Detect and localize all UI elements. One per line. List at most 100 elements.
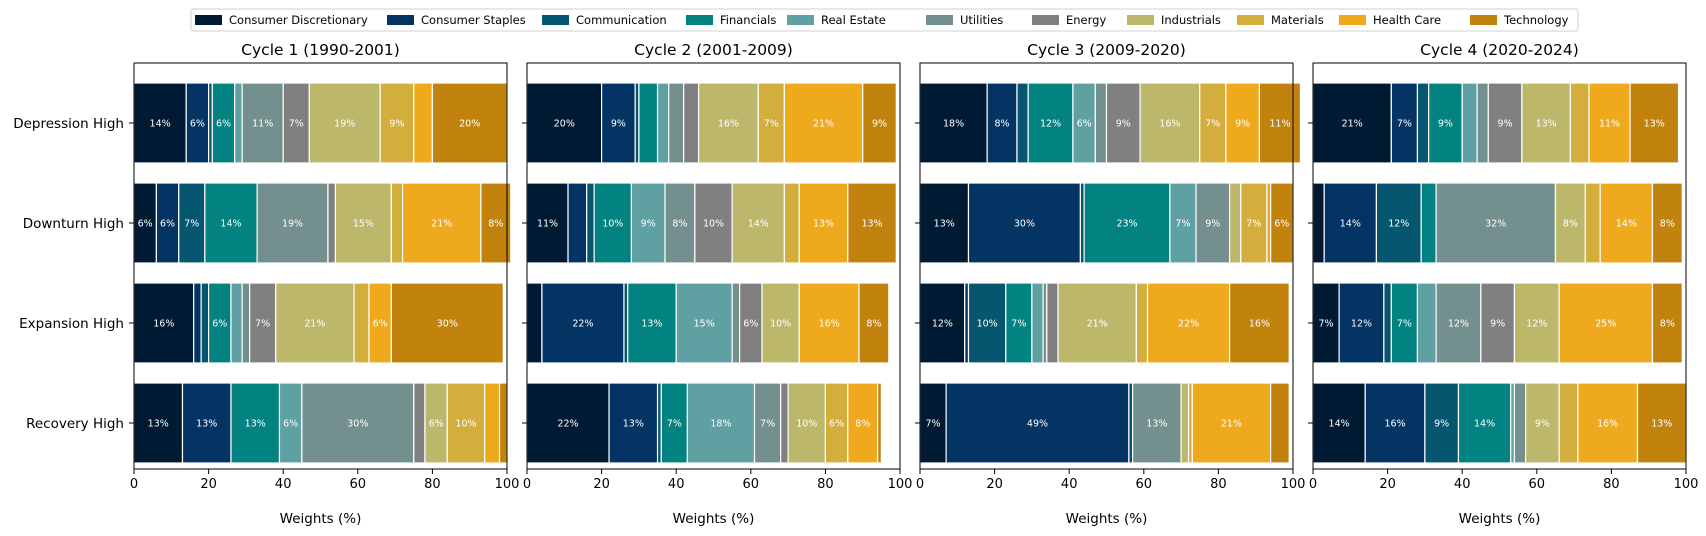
panel-title: Cycle 2 (2001-2009) [634,41,793,59]
data-label: 13% [148,419,169,430]
data-label: 49% [1027,419,1048,430]
data-label: 9% [611,119,626,130]
data-label: 9% [1438,119,1453,130]
bar-segment-consumer-discretionary [133,282,195,364]
data-label: 7% [289,119,304,130]
data-label: 23% [1116,219,1137,230]
bar-segment-consumer-staples [567,182,588,264]
bar-segment-utilities [301,382,415,464]
x-tick-label: 20 [593,477,610,492]
x-tick-label: 80 [817,477,834,492]
data-label: 18% [943,119,964,130]
bar-segment-industrials [1554,182,1586,264]
data-label: 15% [353,219,374,230]
legend: Consumer Discretionary Consumer Staples Co… [190,8,1579,32]
legend-item-financials: Financials [686,13,776,27]
data-label: 16% [1597,419,1618,430]
panel-1: Cycle 1 (1990-2001) 14% 6% 6% 11% 7% 19% 9% 20% 6… [13,41,519,527]
bar-segment-health-care [1558,282,1654,364]
data-label: 6% [216,119,231,130]
data-label: 21% [1342,119,1363,130]
bar-segment-financials [1390,282,1419,364]
legend-item-materials: Materials [1237,13,1324,27]
bar-segment-utilities [241,82,284,164]
data-label: 11% [252,119,273,130]
bar-row-recovery-high: 13% 13% 13% 6% 30% 6% 10% [133,382,508,464]
data-label: 7% [1205,119,1220,130]
data-label: 8% [855,419,870,430]
data-label: 7% [764,119,779,130]
bar-segment-consumer-staples [1364,382,1426,464]
bar-segment-health-care [1577,382,1639,464]
bar-segment-utilities [753,382,782,464]
bar-segment-real-estate [656,82,670,164]
x-tick-label: 0 [523,477,531,492]
legend-label: Technology [1503,13,1569,27]
data-label: 9% [1535,419,1550,430]
bar-segment-energy [1046,282,1059,364]
legend-swatch [1237,15,1264,25]
bar-segment-financials [1083,182,1171,264]
data-label: 6% [429,419,444,430]
legend-item-utilities: Utilities [926,13,1003,27]
data-label: 20% [459,119,480,130]
bar-segment-consumer-staples [541,282,625,364]
data-label: 30% [437,319,458,330]
data-label: 9% [1235,119,1250,130]
data-label: 16% [1159,119,1180,130]
data-label: 11% [537,219,558,230]
bar-segment-industrials [697,82,759,164]
x-tick-label: 20 [986,477,1003,492]
bar-segment-communication [1375,182,1422,264]
panel-2: Cycle 2 (2001-2009) 20% 9% 16% 7% 21% 9% 11% 10%… [522,41,912,527]
x-tick-label: 40 [668,477,685,492]
bar-segment-technology [877,382,882,464]
legend-swatch [1470,15,1497,25]
x-axis-label: Weights (%) [280,511,362,527]
bar-segment-health-care [783,82,864,164]
data-label: 10% [703,219,724,230]
data-label: 12% [1388,219,1409,230]
data-label: 21% [1087,319,1108,330]
bar-segment-consumer-staples [600,82,636,164]
bar-segment-utilities [256,182,329,264]
data-label: 6% [743,319,758,330]
data-label: 21% [304,319,325,330]
data-label: 7% [1246,219,1261,230]
data-label: 7% [1397,119,1412,130]
data-label: 13% [934,219,955,230]
data-label: 13% [641,319,662,330]
data-label: 20% [554,119,575,130]
data-label: 21% [1221,419,1242,430]
bar-segment-financials [627,282,677,364]
legend-swatch [1032,15,1059,25]
bar-segment-real-estate [234,82,243,164]
legend-swatch [542,15,569,25]
data-label: 10% [602,219,623,230]
data-label: 6% [373,319,388,330]
bar-row-expansion-high: 22% 13% 15% 6% 10% 16% 8% [526,282,890,364]
bar-segment-energy [249,282,277,364]
x-tick-label: 100 [1674,477,1699,492]
bar-row-expansion-high: 16% 6% 7% 21% 6% 30% [133,282,504,364]
data-label: 12% [1448,319,1469,330]
bar-segment-consumer-staples [1390,82,1419,164]
data-label: 8% [1660,219,1675,230]
data-label: 16% [718,119,739,130]
data-label: 8% [866,319,881,330]
bar-segment-consumer-staples [967,182,1081,264]
y-tick-label: Recovery High [26,416,124,432]
legend-item-health-care: Health Care [1339,13,1441,27]
legend-label: Energy [1066,13,1106,27]
data-label: 14% [748,219,769,230]
data-label: 9% [1205,219,1220,230]
bar-row-downturn-high: 13% 30% 23% 7% 9% 7% 6% [919,182,1294,264]
bar-segment-utilities [1513,382,1527,464]
data-label: 13% [1146,419,1167,430]
bar-segment-financials [638,82,659,164]
data-label: 8% [1660,319,1675,330]
data-label: 22% [1178,319,1199,330]
data-label: 14% [1329,419,1350,430]
x-tick-label: 80 [1210,477,1227,492]
plot-frame [526,62,901,470]
